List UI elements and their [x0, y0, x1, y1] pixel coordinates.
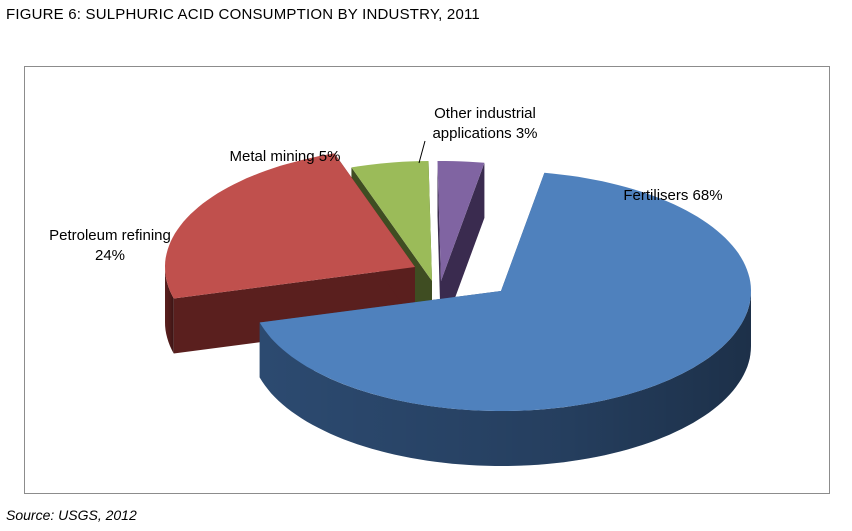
slice-wall — [441, 162, 485, 336]
pie-slice-other-industrial-applications — [437, 161, 485, 336]
chart-frame: Fertilisers 68% Petroleum refining 24% Meta… — [24, 66, 830, 494]
slice-wall — [437, 161, 441, 336]
slice-label: Other industrial applications 3% — [432, 105, 537, 142]
leader-line — [418, 140, 426, 164]
slice-label: Fertilisers 68% — [623, 187, 722, 204]
slice-side-shade — [165, 267, 174, 354]
slice-top — [165, 153, 415, 299]
slice-side-shade — [259, 291, 751, 466]
figure-title: FIGURE 6: SULPHURIC ACID CONSUMPTION BY … — [6, 6, 480, 23]
labels-layer: Fertilisers 68% Petroleum refining 24% Meta… — [49, 105, 722, 264]
pie-chart: Fertilisers 68% Petroleum refining 24% Meta… — [49, 105, 751, 466]
pie-slice-fertilisers — [259, 172, 751, 466]
slice-label: Metal mining 5% — [230, 148, 341, 165]
slice-top — [437, 161, 485, 281]
source-note: Source: USGS, 2012 — [6, 507, 137, 523]
slice-top — [259, 172, 751, 411]
slices-layer — [165, 153, 751, 466]
slice-label: Petroleum refining 24% — [49, 227, 171, 264]
slice-wall — [173, 267, 415, 354]
pie-slice-petroleum-refining — [165, 153, 415, 354]
slice-top — [351, 161, 432, 281]
